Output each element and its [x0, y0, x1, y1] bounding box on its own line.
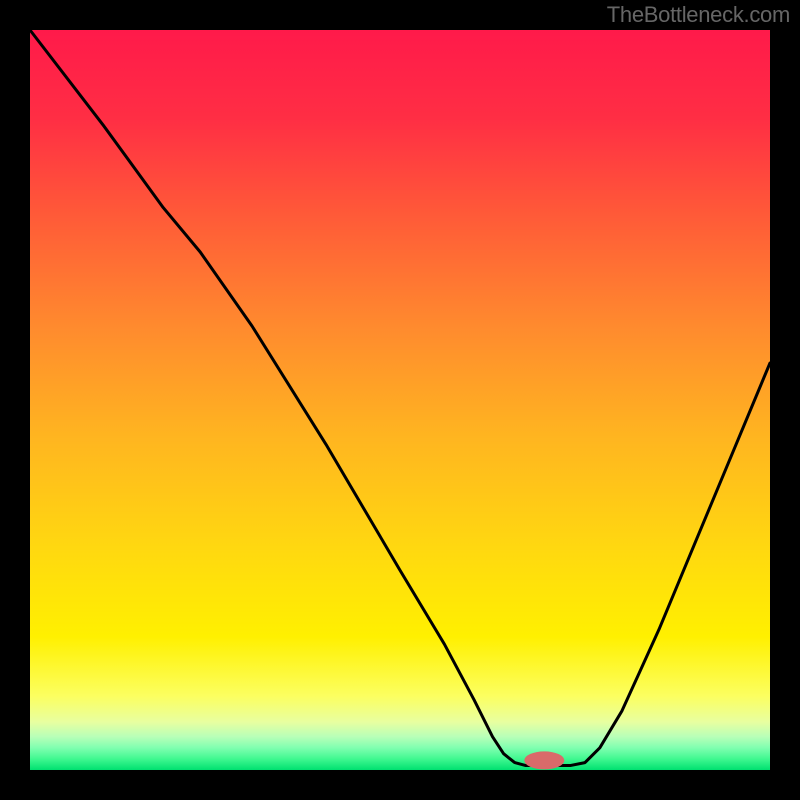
watermark-text: TheBottleneck.com: [607, 2, 790, 28]
optimal-marker: [524, 751, 564, 769]
bottleneck-chart: TheBottleneck.com: [0, 0, 800, 800]
gradient-background: [30, 30, 770, 770]
chart-svg: [0, 0, 800, 800]
